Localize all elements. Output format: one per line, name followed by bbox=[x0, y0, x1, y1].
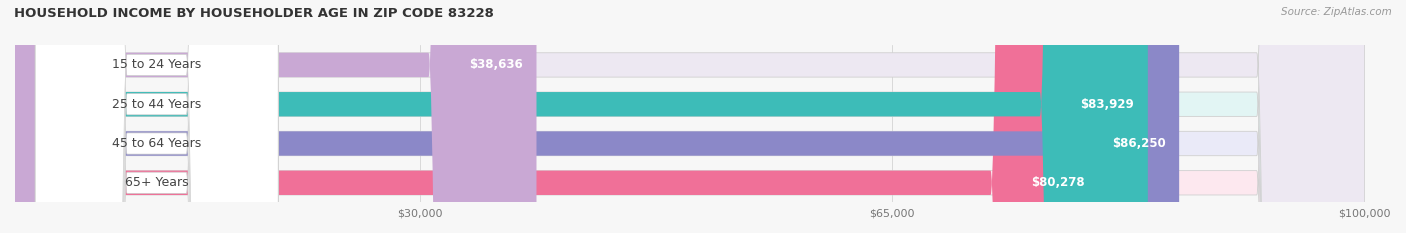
Text: Source: ZipAtlas.com: Source: ZipAtlas.com bbox=[1281, 7, 1392, 17]
FancyBboxPatch shape bbox=[35, 0, 278, 233]
Text: $86,250: $86,250 bbox=[1112, 137, 1166, 150]
Text: $80,278: $80,278 bbox=[1032, 176, 1085, 189]
Text: 25 to 44 Years: 25 to 44 Years bbox=[112, 98, 201, 111]
FancyBboxPatch shape bbox=[15, 0, 1365, 233]
Text: 15 to 24 Years: 15 to 24 Years bbox=[112, 58, 201, 72]
Text: 65+ Years: 65+ Years bbox=[125, 176, 188, 189]
FancyBboxPatch shape bbox=[15, 0, 1365, 233]
FancyBboxPatch shape bbox=[15, 0, 537, 233]
FancyBboxPatch shape bbox=[15, 0, 1365, 233]
FancyBboxPatch shape bbox=[15, 0, 1147, 233]
Text: $83,929: $83,929 bbox=[1081, 98, 1135, 111]
FancyBboxPatch shape bbox=[35, 0, 278, 233]
FancyBboxPatch shape bbox=[35, 0, 278, 233]
Text: HOUSEHOLD INCOME BY HOUSEHOLDER AGE IN ZIP CODE 83228: HOUSEHOLD INCOME BY HOUSEHOLDER AGE IN Z… bbox=[14, 7, 494, 20]
FancyBboxPatch shape bbox=[15, 0, 1098, 233]
Text: $38,636: $38,636 bbox=[470, 58, 523, 72]
Text: 45 to 64 Years: 45 to 64 Years bbox=[112, 137, 201, 150]
FancyBboxPatch shape bbox=[35, 0, 278, 233]
FancyBboxPatch shape bbox=[15, 0, 1180, 233]
FancyBboxPatch shape bbox=[15, 0, 1365, 233]
